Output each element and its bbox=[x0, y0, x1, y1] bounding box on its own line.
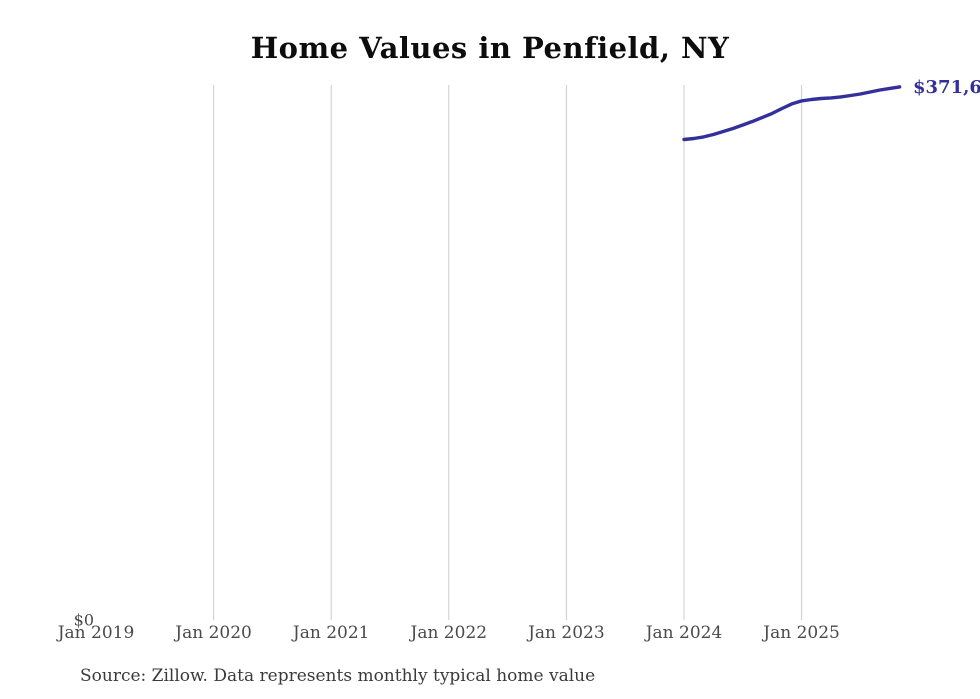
x-tick-label-jan-2019: Jan 2019 bbox=[57, 623, 135, 643]
source-attribution-note: Source: Zillow. Data represents monthly … bbox=[80, 666, 596, 686]
chart-title: Home Values in Penfield, NY bbox=[250, 31, 730, 65]
x-tick-label-jan-2025: Jan 2025 bbox=[763, 623, 840, 643]
x-tick-label-jan-2020: Jan 2020 bbox=[175, 623, 252, 643]
home-value-line-series bbox=[682, 85, 902, 142]
x-tick-label-jan-2021: Jan 2021 bbox=[292, 623, 370, 643]
y-axis-zero-tick-label: $0 bbox=[73, 610, 94, 630]
x-tick-label-jan-2024: Jan 2024 bbox=[645, 623, 723, 643]
vertical-gridlines bbox=[213, 85, 803, 620]
latest-value-label: $371,651 bbox=[913, 77, 980, 98]
x-tick-label-jan-2023: Jan 2023 bbox=[528, 623, 605, 643]
x-tick-label-jan-2022: Jan 2022 bbox=[410, 623, 488, 643]
